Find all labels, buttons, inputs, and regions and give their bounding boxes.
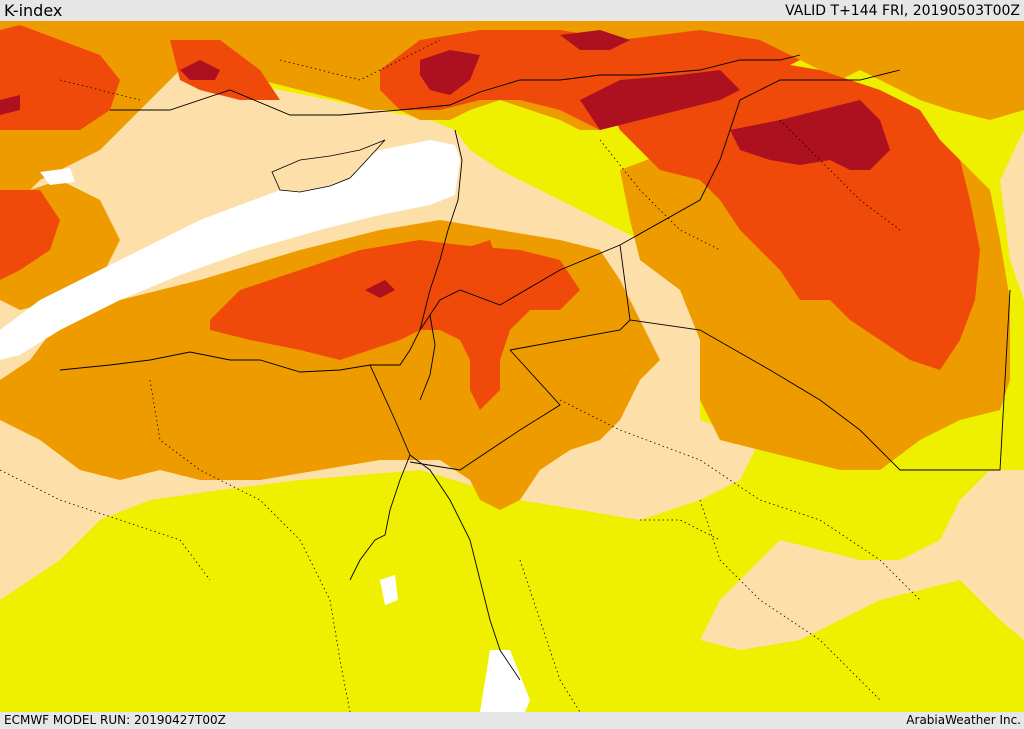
k-index-map	[0, 21, 1024, 712]
map-title: K-index	[4, 1, 63, 20]
band-5-darkred	[0, 30, 890, 298]
low-white-regions	[0, 140, 530, 712]
map-area	[0, 21, 1024, 712]
internal-boundaries	[0, 39, 921, 712]
model-run-label: ECMWF MODEL RUN: 20190427T00Z	[4, 713, 226, 727]
header-bar: K-index VALID T+144 FRI, 20190503T00Z	[0, 0, 1024, 21]
footer-bar: ECMWF MODEL RUN: 20190427T00Z ArabiaWeat…	[0, 712, 1024, 729]
cyprus-island	[271, 139, 386, 193]
valid-time-label: VALID T+144 FRI, 20190503T00Z	[785, 3, 1020, 19]
coastlines	[59, 54, 801, 681]
country-borders	[369, 69, 1011, 471]
credit-label: ArabiaWeather Inc.	[906, 713, 1021, 727]
